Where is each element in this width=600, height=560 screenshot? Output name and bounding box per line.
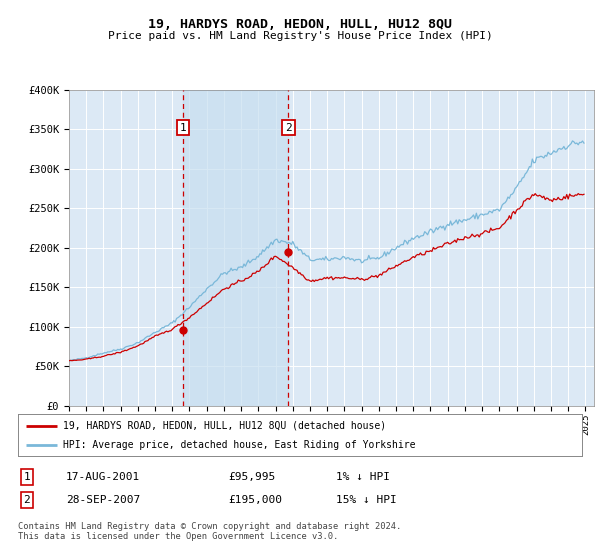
- Text: 1: 1: [179, 123, 187, 133]
- Text: £95,995: £95,995: [228, 472, 275, 482]
- Text: £195,000: £195,000: [228, 495, 282, 505]
- Text: Price paid vs. HM Land Registry's House Price Index (HPI): Price paid vs. HM Land Registry's House …: [107, 31, 493, 41]
- Text: HPI: Average price, detached house, East Riding of Yorkshire: HPI: Average price, detached house, East…: [63, 440, 416, 450]
- Text: Contains HM Land Registry data © Crown copyright and database right 2024.
This d: Contains HM Land Registry data © Crown c…: [18, 522, 401, 542]
- Text: 19, HARDYS ROAD, HEDON, HULL, HU12 8QU: 19, HARDYS ROAD, HEDON, HULL, HU12 8QU: [148, 18, 452, 31]
- Text: 19, HARDYS ROAD, HEDON, HULL, HU12 8QU (detached house): 19, HARDYS ROAD, HEDON, HULL, HU12 8QU (…: [63, 421, 386, 431]
- Text: 1: 1: [23, 472, 31, 482]
- Text: 17-AUG-2001: 17-AUG-2001: [66, 472, 140, 482]
- Text: 28-SEP-2007: 28-SEP-2007: [66, 495, 140, 505]
- Text: 15% ↓ HPI: 15% ↓ HPI: [336, 495, 397, 505]
- Text: 2: 2: [285, 123, 292, 133]
- Text: 1% ↓ HPI: 1% ↓ HPI: [336, 472, 390, 482]
- Text: 2: 2: [23, 495, 31, 505]
- Bar: [183, 90, 289, 406]
